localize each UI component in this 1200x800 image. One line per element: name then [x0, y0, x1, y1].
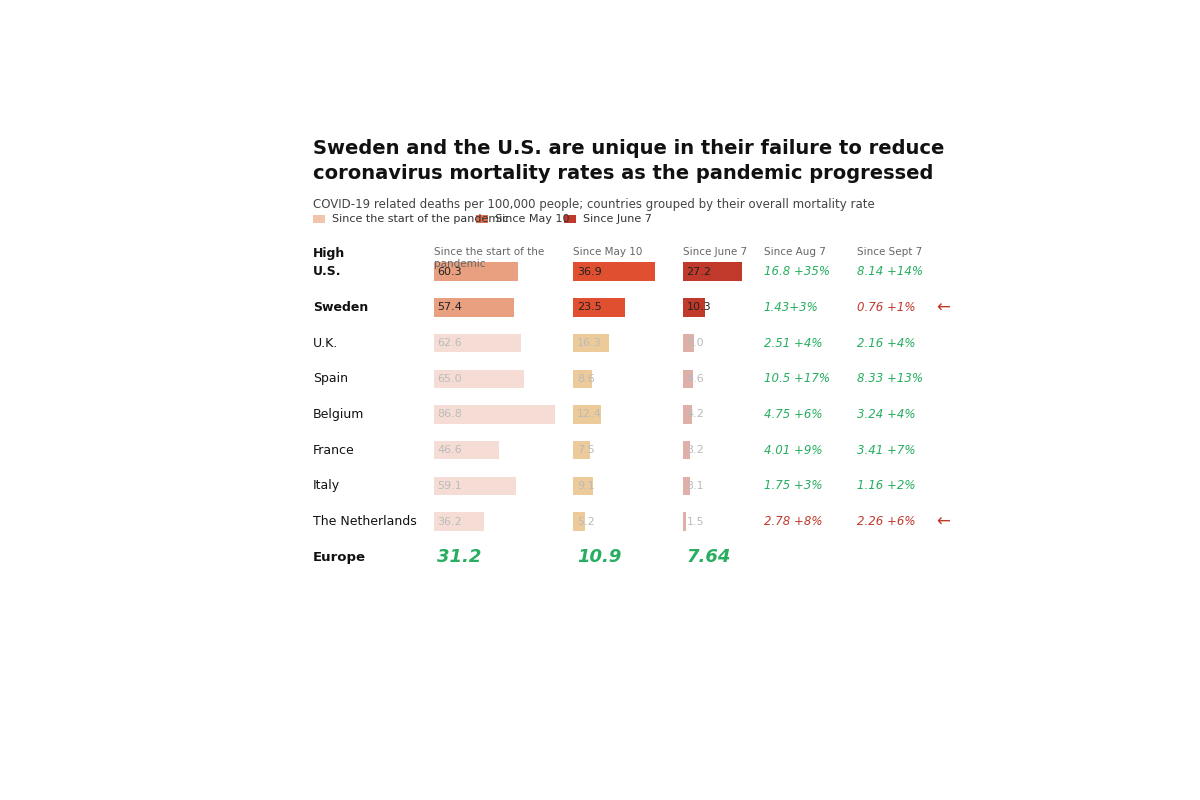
FancyBboxPatch shape [433, 513, 484, 531]
Text: Since June 7: Since June 7 [583, 214, 653, 224]
Text: 10.3: 10.3 [686, 302, 712, 312]
Text: The Netherlands: The Netherlands [313, 515, 416, 528]
Text: Sweden and the U.S. are unique in their failure to reduce
coronavirus mortality : Sweden and the U.S. are unique in their … [313, 139, 944, 183]
Text: 4.01 +9%: 4.01 +9% [764, 444, 822, 457]
Text: 23.5: 23.5 [577, 302, 601, 312]
FancyBboxPatch shape [574, 441, 589, 459]
Text: 4.75 +6%: 4.75 +6% [764, 408, 822, 421]
Text: 8.6: 8.6 [577, 374, 595, 384]
Text: 65.0: 65.0 [437, 374, 462, 384]
Text: France: France [313, 444, 354, 457]
Text: Since Aug 7: Since Aug 7 [764, 247, 826, 257]
Text: 5.0: 5.0 [686, 338, 704, 348]
Text: High: High [313, 247, 346, 260]
FancyBboxPatch shape [683, 370, 692, 388]
Text: 10.9: 10.9 [577, 548, 622, 566]
Text: 2.78 +8%: 2.78 +8% [764, 515, 822, 528]
FancyBboxPatch shape [433, 477, 516, 495]
Text: 8.14 +14%: 8.14 +14% [857, 265, 923, 278]
Text: 86.8: 86.8 [437, 410, 462, 419]
Text: Since May 10: Since May 10 [574, 247, 642, 257]
Text: U.K.: U.K. [313, 337, 338, 350]
Text: 3.2: 3.2 [686, 445, 704, 455]
FancyBboxPatch shape [433, 262, 517, 281]
Text: Since Sept 7: Since Sept 7 [857, 247, 922, 257]
FancyBboxPatch shape [683, 477, 690, 495]
Text: 4.2: 4.2 [686, 410, 704, 419]
Text: 7.64: 7.64 [686, 548, 731, 566]
FancyBboxPatch shape [683, 513, 686, 531]
Text: 60.3: 60.3 [437, 266, 462, 277]
FancyBboxPatch shape [574, 334, 610, 352]
Text: 1.75 +3%: 1.75 +3% [764, 479, 822, 493]
Text: 16.3: 16.3 [577, 338, 601, 348]
FancyBboxPatch shape [313, 215, 325, 223]
FancyBboxPatch shape [433, 334, 521, 352]
Text: Since the start of the
pandemic: Since the start of the pandemic [433, 247, 544, 270]
FancyBboxPatch shape [564, 215, 576, 223]
Text: 1.16 +2%: 1.16 +2% [857, 479, 916, 493]
Text: 7.5: 7.5 [577, 445, 595, 455]
Text: 2.51 +4%: 2.51 +4% [764, 337, 822, 350]
FancyBboxPatch shape [574, 262, 655, 281]
Text: 62.6: 62.6 [437, 338, 462, 348]
Text: Since May 10: Since May 10 [496, 214, 570, 224]
Text: 59.1: 59.1 [437, 481, 462, 491]
FancyBboxPatch shape [683, 298, 706, 317]
Text: 5.2: 5.2 [577, 517, 595, 526]
Text: Since the start of the pandemic: Since the start of the pandemic [332, 214, 509, 224]
Text: 16.8 +35%: 16.8 +35% [764, 265, 830, 278]
Text: 27.2: 27.2 [686, 266, 712, 277]
Text: ←: ← [936, 298, 949, 316]
Text: 2.26 +6%: 2.26 +6% [857, 515, 916, 528]
Text: 9.1: 9.1 [577, 481, 595, 491]
FancyBboxPatch shape [574, 406, 600, 424]
FancyBboxPatch shape [683, 441, 690, 459]
Text: Since June 7: Since June 7 [683, 247, 748, 257]
FancyBboxPatch shape [574, 513, 584, 531]
Text: Belgium: Belgium [313, 408, 364, 421]
Text: 31.2: 31.2 [437, 548, 481, 566]
Text: Sweden: Sweden [313, 301, 368, 314]
Text: Italy: Italy [313, 479, 340, 493]
Text: Spain: Spain [313, 372, 348, 386]
FancyBboxPatch shape [574, 477, 593, 495]
Text: 4.6: 4.6 [686, 374, 704, 384]
FancyBboxPatch shape [433, 441, 499, 459]
Text: ←: ← [936, 513, 949, 530]
Text: Europe: Europe [313, 551, 366, 564]
FancyBboxPatch shape [433, 298, 514, 317]
Text: 0.76 +1%: 0.76 +1% [857, 301, 916, 314]
FancyBboxPatch shape [433, 406, 554, 424]
FancyBboxPatch shape [683, 262, 742, 281]
Text: U.S.: U.S. [313, 265, 341, 278]
Text: 8.33 +13%: 8.33 +13% [857, 372, 923, 386]
Text: 1.5: 1.5 [686, 517, 704, 526]
FancyBboxPatch shape [574, 370, 592, 388]
Text: 12.4: 12.4 [577, 410, 601, 419]
Text: 3.41 +7%: 3.41 +7% [857, 444, 916, 457]
Text: 3.1: 3.1 [686, 481, 704, 491]
Text: 2.16 +4%: 2.16 +4% [857, 337, 916, 350]
Text: 36.9: 36.9 [577, 266, 601, 277]
Text: 1.43+3%: 1.43+3% [764, 301, 818, 314]
FancyBboxPatch shape [475, 215, 487, 223]
Text: 57.4: 57.4 [437, 302, 462, 312]
Text: 46.6: 46.6 [437, 445, 462, 455]
Text: 10.5 +17%: 10.5 +17% [764, 372, 830, 386]
Text: 36.2: 36.2 [437, 517, 462, 526]
Text: COVID-19 related deaths per 100,000 people; countries grouped by their overall m: COVID-19 related deaths per 100,000 peop… [313, 198, 875, 210]
Text: 3.24 +4%: 3.24 +4% [857, 408, 916, 421]
FancyBboxPatch shape [574, 298, 625, 317]
FancyBboxPatch shape [683, 334, 694, 352]
FancyBboxPatch shape [683, 406, 692, 424]
FancyBboxPatch shape [433, 370, 524, 388]
